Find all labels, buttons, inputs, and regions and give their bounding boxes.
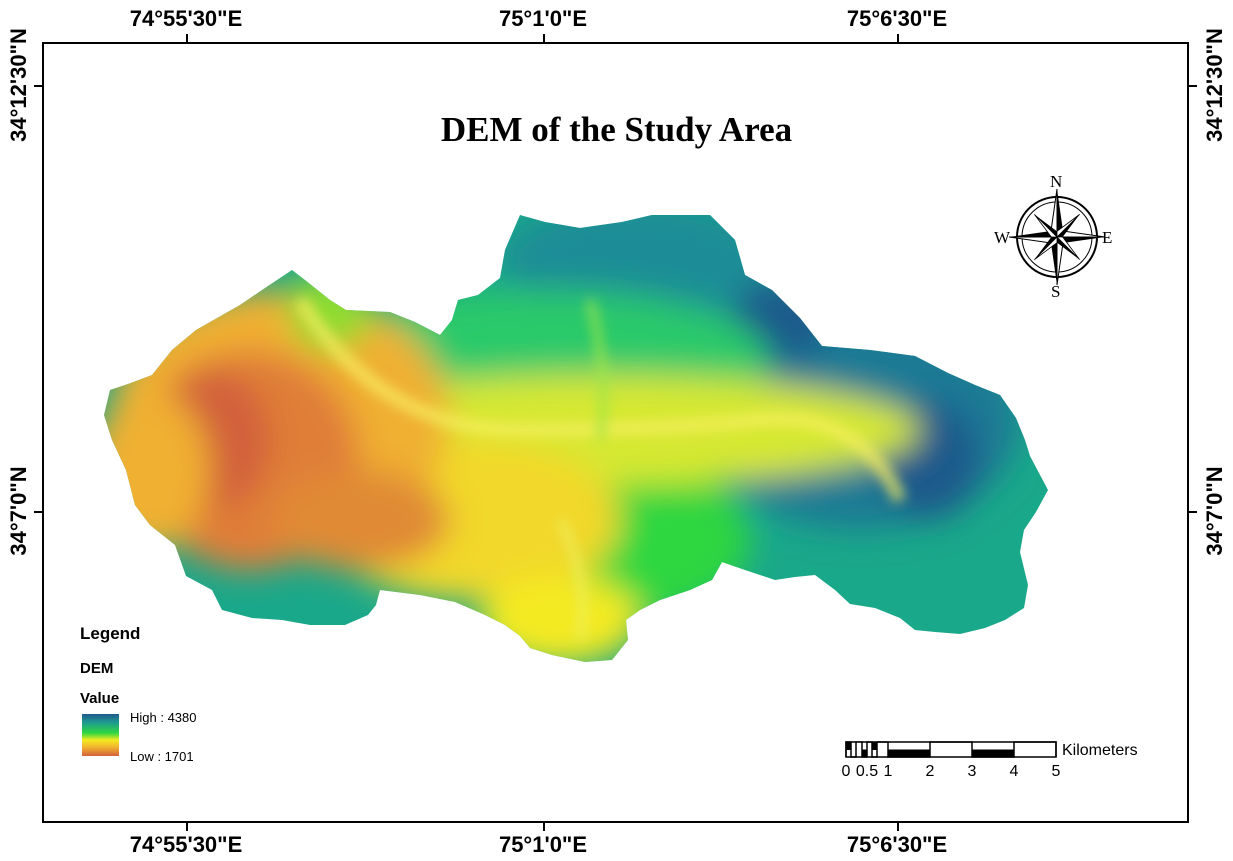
compass-icon: [1008, 188, 1106, 286]
scale-tick-0-5: 0.5: [855, 763, 879, 780]
tick-top-2: [543, 34, 545, 42]
compass-n: N: [1050, 172, 1063, 191]
lon-label-top-1: 74°55'30"E: [129, 6, 243, 31]
scale-tick-1: 1: [883, 763, 893, 780]
tick-bottom-3: [897, 823, 899, 831]
legend-low-label: Low : 1701: [130, 749, 194, 764]
legend: Legend DEM Value High : 4380 Low : 1701: [80, 624, 280, 774]
map-frame: [42, 42, 1189, 823]
legend-layer: DEM: [80, 660, 114, 677]
tick-top-3: [897, 34, 899, 42]
scale-tick-3: 3: [967, 763, 977, 780]
map-title: DEM of the Study Area: [440, 110, 793, 149]
tick-left-2: [34, 511, 42, 513]
tick-bottom-2: [543, 823, 545, 831]
tick-left-1: [34, 85, 42, 87]
lon-label-bottom-2: 75°1'0"E: [498, 832, 588, 857]
legend-field: Value: [80, 690, 120, 707]
compass-s: S: [1051, 282, 1061, 301]
scale-tick-4: 4: [1009, 763, 1019, 780]
tick-top-1: [186, 34, 188, 42]
lon-label-top-2: 75°1'0"E: [498, 6, 588, 31]
compass-e: E: [1102, 228, 1113, 247]
legend-color-ramp: [82, 714, 119, 756]
lon-label-bottom-3: 75°6'30"E: [846, 832, 948, 857]
compass-w: W: [994, 228, 1011, 247]
scale-tick-2: 2: [925, 763, 935, 780]
legend-heading: Legend: [80, 624, 141, 643]
lon-label-top-3: 75°6'30"E: [846, 6, 948, 31]
scale-tick-5: 5: [1051, 763, 1061, 780]
scale-tick-0: 0: [841, 763, 851, 780]
legend-high-label: High : 4380: [130, 710, 197, 725]
north-arrow: N S E W: [990, 170, 1120, 301]
scale-unit: Kilometers: [1062, 742, 1138, 759]
tick-bottom-1: [186, 823, 188, 831]
lon-label-bottom-1: 74°55'30"E: [129, 832, 243, 857]
tick-right-1: [1189, 85, 1197, 87]
tick-right-2: [1189, 511, 1197, 513]
